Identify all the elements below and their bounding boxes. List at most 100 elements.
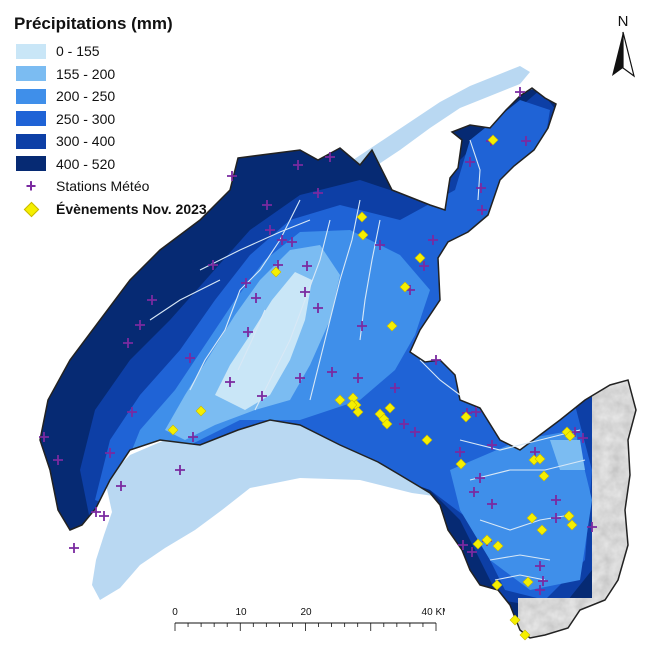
precip-zone-1: [165, 245, 585, 470]
station-marker: [265, 225, 275, 235]
station-marker: [455, 447, 465, 457]
station-marker: [302, 261, 312, 271]
event-marker: [481, 534, 493, 546]
station-marker: [273, 260, 283, 270]
legend-class-label: 200 - 250: [56, 88, 116, 105]
precip-zone-0: [215, 272, 312, 410]
event-marker: [534, 453, 546, 465]
station-marker: [241, 278, 251, 288]
legend-class-5: 400 - 520: [14, 153, 244, 176]
legend-swatch: [16, 88, 46, 104]
event-marker: [519, 629, 531, 641]
event-marker: [356, 211, 368, 223]
event-marker: [526, 512, 538, 524]
station-marker: [188, 432, 198, 442]
event-marker: [492, 540, 504, 552]
event-marker: [421, 434, 433, 446]
station-marker: [535, 585, 545, 595]
event-marker: [384, 402, 396, 414]
station-marker: [390, 383, 400, 393]
event-marker: [386, 320, 398, 332]
station-marker: [300, 287, 310, 297]
station-marker: [243, 327, 253, 337]
event-marker: [399, 281, 411, 293]
legend-class-label: 155 - 200: [56, 65, 116, 82]
station-marker: [353, 373, 363, 383]
legend-class-2: 200 - 250: [14, 85, 244, 108]
station-marker: [91, 507, 101, 517]
legend-class-0: 0 - 155: [14, 40, 244, 63]
station-marker: [419, 261, 429, 271]
north-label: N: [618, 13, 629, 30]
legend-class-3: 250 - 300: [14, 108, 244, 131]
north-arrow-half-icon: [612, 32, 623, 76]
station-marker: [325, 152, 335, 162]
station-marker: [476, 183, 486, 193]
station-marker: [469, 487, 479, 497]
station-marker: [521, 136, 531, 146]
event-marker: [522, 576, 534, 588]
event-marker: [357, 229, 369, 241]
event-marker: [270, 266, 282, 278]
event-marker: [487, 134, 499, 146]
station-marker: [515, 87, 525, 97]
station-marker: [123, 338, 133, 348]
event-marker: [566, 519, 578, 531]
station-marker: [530, 447, 540, 457]
station-marker: [487, 440, 497, 450]
station-marker: [185, 353, 195, 363]
event-marker: [460, 411, 472, 423]
station-marker: [313, 188, 323, 198]
legend-swatch: [16, 111, 46, 127]
event-marker: [563, 510, 575, 522]
station-marker: [538, 576, 548, 586]
event-marker: [491, 579, 503, 591]
station-marker: [39, 432, 49, 442]
station-marker: [116, 481, 126, 491]
station-marker: [293, 160, 303, 170]
station-marker: [375, 240, 385, 250]
rivers: [149, 139, 586, 581]
event-marker: [538, 470, 550, 482]
station-marker: [357, 321, 367, 331]
legend-item-events: Évènements Nov. 2023: [14, 198, 244, 221]
station-marker: [477, 205, 487, 215]
station-marker: [428, 235, 438, 245]
legend-item-stations: + Stations Météo: [14, 175, 244, 198]
event-marker: [167, 424, 179, 436]
north-arrow: N: [612, 13, 635, 78]
station-marker: [313, 303, 323, 313]
event-marker: [564, 430, 576, 442]
station-marker: [251, 293, 261, 303]
station-marker: [257, 391, 267, 401]
station-marker: [431, 355, 441, 365]
legend-class-label: 250 - 300: [56, 110, 116, 127]
station-marker: [399, 419, 409, 429]
station-marker: [147, 295, 157, 305]
legend-stations-label: Stations Météo: [56, 178, 150, 195]
legend-swatch: [16, 133, 46, 149]
station-marker: [262, 200, 272, 210]
station-marker: [465, 157, 475, 167]
station-marker: [208, 260, 218, 270]
plus-icon: +: [25, 176, 37, 197]
events-nov-2023: [167, 134, 578, 641]
station-marker: [327, 367, 337, 377]
legend-class-label: 400 - 520: [56, 155, 116, 172]
legend-class-1: 155 - 200: [14, 63, 244, 86]
legend-class-label: 0 - 155: [56, 43, 100, 60]
station-marker: [551, 495, 561, 505]
station-marker: [127, 407, 137, 417]
scale-bar: 0 10 20 40 KM: [172, 607, 445, 631]
event-marker: [509, 614, 521, 626]
event-marker: [195, 405, 207, 417]
legend-title: Précipitations (mm): [14, 14, 173, 33]
station-marker: [175, 465, 185, 475]
legend: Précipitations (mm) 0 - 155 155 - 200 200 …: [14, 14, 244, 220]
event-marker: [472, 538, 484, 550]
station-marker: [467, 547, 477, 557]
station-marker: [551, 513, 561, 523]
legend-classes: 0 - 155 155 - 200 200 - 250 250 - 300 300 - …: [14, 40, 244, 175]
event-marker: [414, 252, 426, 264]
